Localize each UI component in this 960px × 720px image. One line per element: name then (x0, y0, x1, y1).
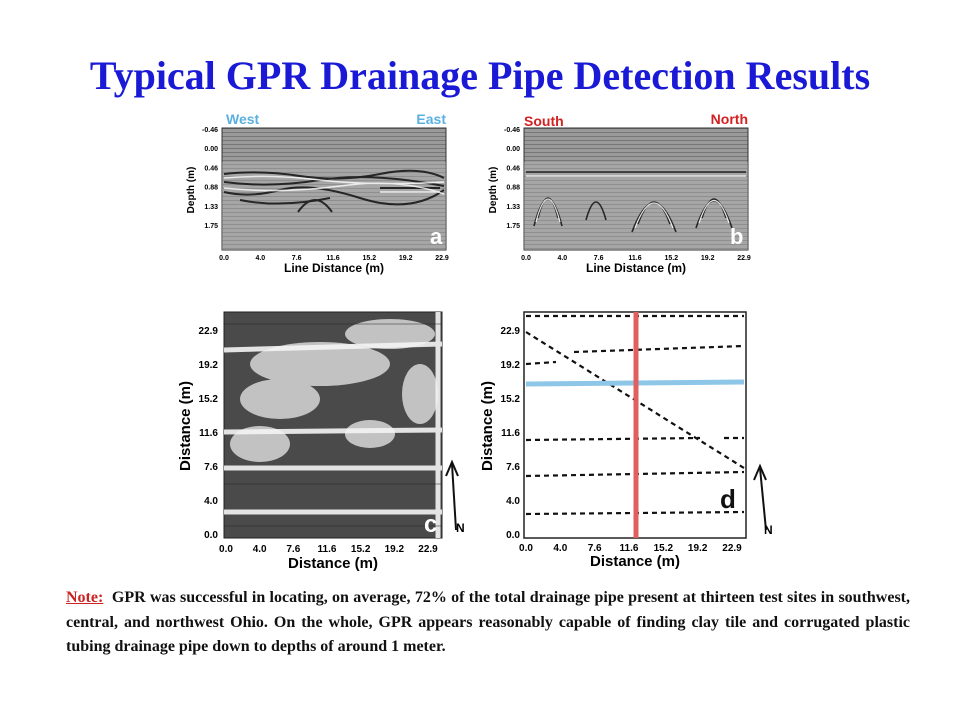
panel-c-x-tick-5: 19.2 (385, 544, 405, 555)
panel-b-x-tick-3: 11.6 (628, 255, 641, 262)
panel-a-y-tick-1: 0.00 (204, 146, 218, 153)
note-text: GPR was successful in locating, on avera… (66, 589, 911, 655)
panel-b-xticks: 0.0 4.0 7.6 11.6 15.2 19.2 22.9 (521, 255, 751, 262)
panel-c-y-tick-6: 0.0 (204, 530, 218, 541)
panel-b-left-dir: South (524, 113, 564, 129)
panel-b-y-tick-4: 1.33 (506, 204, 520, 211)
panel-b-x-tick-4: 15.2 (665, 255, 679, 262)
panel-c-amplitude-map: c N Distance (m) 22.919.215.211.67.64.00… (177, 311, 465, 572)
panel-d-y-tick-5: 4.0 (506, 496, 520, 507)
panel-c-xticks: 0.0 4.0 7.6 11.6 15.2 19.2 22.9 (219, 544, 438, 555)
panel-c-y-tick-4: 7.6 (204, 462, 218, 473)
panel-d-letter: d (720, 484, 736, 514)
panel-a-radargram: West East a Depth (m) -0.46 0.00 0.46 0.88 1… (186, 111, 449, 275)
panel-d-y-tick-3: 11.6 (501, 428, 520, 439)
panel-d-y-tick-2: 15.2 (501, 394, 521, 405)
panel-c-y-tick-3: 11.6 (199, 428, 218, 439)
panel-d-north-arrow (753, 463, 767, 531)
panel-b-radargram: South North b Depth (m) -0.46 0.00 0.46 0.8… (488, 111, 751, 275)
panel-c-yticks: 22.9 19.2 15.2 11.6 7.6 4.0 0.0 (199, 326, 219, 541)
panel-a-x-tick-2: 7.6 (292, 255, 302, 262)
panel-a-xticks: 0.0 4.0 7.6 11.6 15.2 19.2 22.9 (219, 255, 449, 262)
panel-b-x-tick-0: 0.0 (521, 255, 531, 262)
panel-d-x-tick-1: 4.0 (553, 543, 567, 554)
panel-d-x-tick-2: 7.6 (588, 543, 602, 554)
panel-b-x-tick-1: 4.0 (557, 255, 567, 262)
panel-c-letter: c (424, 511, 437, 538)
panel-c-ylabel: Distance (m) (177, 381, 194, 471)
panel-d-xlabel: Distance (m) (590, 553, 680, 570)
panel-d-north: N (764, 523, 773, 537)
panel-a-x-tick-1: 4.0 (255, 255, 265, 262)
panel-d-yticks: 22.9 19.2 15.2 11.6 7.6 4.0 0.0 (501, 326, 521, 541)
panel-a-y-tick-0: -0.46 (202, 127, 218, 134)
panel-a-y-tick-3: 0.88 (204, 185, 218, 192)
panel-d-x-tick-0: 0.0 (519, 543, 533, 554)
panel-b-yticks: -0.46 0.00 0.46 0.88 1.33 1.75 (504, 127, 520, 230)
panel-c-x-tick-0: 0.0 (219, 544, 233, 555)
panel-b-ylabel: Depth (m) (488, 167, 499, 214)
panel-a-y-tick-2: 0.46 (204, 165, 218, 172)
panel-d-y-tick-4: 7.6 (506, 462, 520, 473)
page-title: Typical GPR Drainage Pipe Detection Resu… (89, 53, 871, 98)
panel-c-x-tick-6: 22.9 (418, 544, 438, 555)
panel-d-x-tick-6: 22.9 (722, 543, 742, 554)
panel-d-y-tick-0: 22.9 (501, 326, 521, 337)
panel-c-north: N (456, 521, 465, 535)
panel-b-y-tick-3: 0.88 (506, 185, 520, 192)
panel-a-x-tick-0: 0.0 (219, 255, 229, 262)
note-paragraph: Note: GPR was successful in locating, on… (66, 586, 910, 660)
panel-b-plot (523, 127, 749, 251)
panel-c-y-tick-0: 22.9 (199, 326, 219, 337)
panel-a-x-tick-3: 11.6 (326, 255, 339, 262)
panel-b-x-tick-5: 19.2 (701, 255, 715, 262)
panel-c-y-tick-2: 15.2 (199, 394, 219, 405)
panel-d-x-tick-4: 15.2 (654, 543, 674, 554)
panel-a-right-dir: East (416, 111, 446, 127)
panel-b-y-tick-2: 0.46 (506, 165, 520, 172)
panel-b-y-tick-5: 1.75 (506, 223, 520, 230)
panel-d-ylabel: Distance (m) (479, 381, 496, 471)
panel-b-y-tick-0: -0.46 (504, 127, 520, 134)
panel-a-y-tick-4: 1.33 (204, 204, 218, 211)
panel-c-xlabel: Distance (m) (288, 555, 378, 572)
panel-a-x-tick-5: 19.2 (399, 255, 413, 262)
panel-d-xticks: 0.0 4.0 7.6 11.6 15.2 19.2 22.9 (519, 543, 742, 554)
note-label: Note: (66, 589, 104, 606)
panel-a-x-tick-4: 15.2 (363, 255, 377, 262)
panel-b-x-tick-2: 7.6 (594, 255, 604, 262)
panel-a-yticks: -0.46 0.00 0.46 0.88 1.33 1.75 (202, 127, 218, 230)
panel-c-x-tick-3: 11.6 (318, 544, 337, 555)
panel-b-right-dir: North (711, 111, 748, 127)
panel-d-interpretation-map: d N Distance (m) 22.919.215.211.67.64.00… (479, 311, 773, 570)
panel-c-x-tick-2: 7.6 (286, 544, 300, 555)
panel-c-north-arrow (445, 459, 459, 531)
panel-a-xlabel: Line Distance (m) (284, 261, 384, 275)
panel-c-x-tick-1: 4.0 (253, 544, 267, 555)
panel-c-x-tick-4: 15.2 (351, 544, 371, 555)
panel-a-x-tick-6: 22.9 (435, 255, 449, 262)
panel-b-xlabel: Line Distance (m) (586, 261, 686, 275)
panel-d-x-tick-3: 11.6 (620, 543, 639, 554)
panel-c-y-tick-5: 4.0 (204, 496, 218, 507)
panel-b-x-tick-6: 22.9 (737, 255, 751, 262)
panel-b-letter: b (730, 224, 743, 249)
panel-a-ylabel: Depth (m) (186, 167, 197, 214)
panel-d-y-tick-1: 19.2 (501, 360, 521, 371)
panel-a-y-tick-5: 1.75 (204, 223, 218, 230)
panel-b-y-tick-1: 0.00 (506, 146, 520, 153)
panel-a-letter: a (430, 224, 443, 249)
panel-c-y-tick-1: 19.2 (199, 360, 219, 371)
panel-d-x-tick-5: 19.2 (688, 543, 708, 554)
panel-d-y-tick-6: 0.0 (506, 530, 520, 541)
panel-a-left-dir: West (226, 111, 260, 127)
